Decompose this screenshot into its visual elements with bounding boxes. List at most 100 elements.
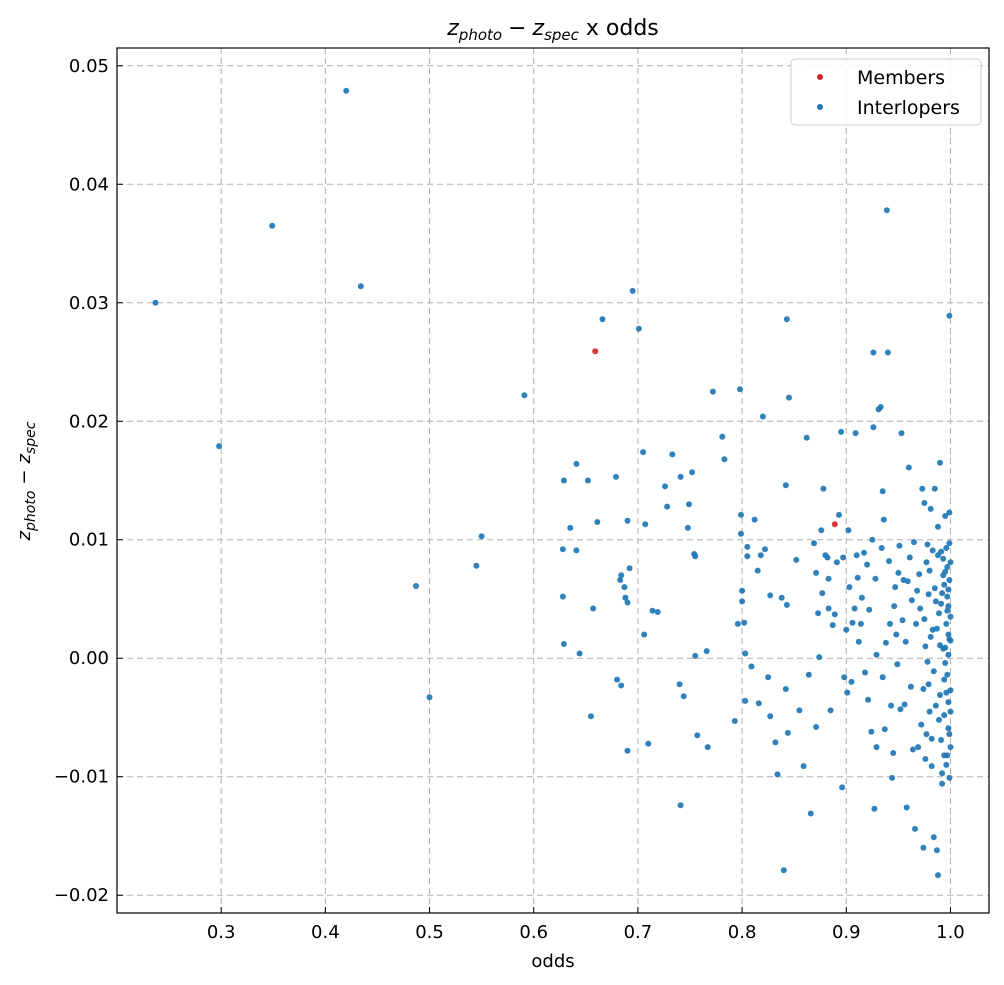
data-point-interlopers <box>936 610 942 617</box>
data-point-interlopers <box>896 542 903 549</box>
data-point-interlopers <box>857 620 864 627</box>
data-point-interlopers <box>869 536 876 543</box>
data-point-interlopers <box>767 713 774 720</box>
data-point-interlopers <box>946 577 953 583</box>
data-point-interlopers <box>357 283 364 290</box>
data-point-interlopers <box>521 392 528 399</box>
data-point-interlopers <box>936 716 942 723</box>
data-point-interlopers <box>871 805 878 812</box>
y-tick-label: −0.01 <box>54 767 109 788</box>
x-tick-label: 0.4 <box>311 922 340 943</box>
data-point-interlopers <box>783 601 790 608</box>
legend-label-interlopers: Interlopers <box>857 97 960 119</box>
data-point-interlopers <box>818 527 825 534</box>
data-point-interlopers <box>820 485 827 492</box>
data-point-interlopers <box>782 482 789 489</box>
data-point-interlopers <box>686 501 692 508</box>
data-point-interlopers <box>946 731 953 738</box>
data-point-interlopers <box>855 638 862 645</box>
data-point-interlopers <box>635 325 642 332</box>
axis-ticks: 0.3 0.4 0.5 0.6 0.7 0.8 0.9 1.0 −0.02 −0.01 0.00 0.… <box>54 56 965 943</box>
data-point-interlopers <box>924 658 931 665</box>
data-point-interlopers <box>641 631 648 638</box>
data-point-interlopers <box>927 505 934 512</box>
data-point-interlopers <box>780 867 787 874</box>
data-point-interlopers <box>872 575 879 582</box>
data-point-interlopers <box>939 780 946 787</box>
data-point-interlopers <box>742 650 749 657</box>
data-point-interlopers <box>617 577 624 583</box>
data-point-interlopers <box>793 556 800 563</box>
data-point-interlopers <box>891 603 898 610</box>
data-point-interlopers <box>890 750 897 756</box>
x-tick-label: 0.5 <box>415 922 444 943</box>
data-point-interlopers <box>947 744 954 751</box>
data-point-interlopers <box>739 587 746 594</box>
data-point-interlopers <box>848 678 855 685</box>
data-point-interlopers <box>426 694 433 701</box>
y-axis-label: zphoto−zspec <box>14 421 39 541</box>
data-point-interlopers <box>920 844 927 851</box>
x-axis-label: odds <box>531 951 574 972</box>
legend: Members Interlopers <box>790 58 982 126</box>
data-point-interlopers <box>883 207 890 214</box>
data-point-interlopers <box>829 622 836 629</box>
data-point-interlopers <box>925 681 932 688</box>
data-point-interlopers <box>907 683 914 690</box>
x-tick-label: 0.7 <box>624 922 653 943</box>
data-point-interlopers <box>933 847 940 854</box>
data-point-interlopers <box>943 761 950 768</box>
data-point-interlopers <box>939 770 946 777</box>
legend-marker-members <box>817 74 823 80</box>
data-point-interlopers <box>774 771 781 778</box>
data-point-interlopers <box>893 631 900 638</box>
data-point-interlopers <box>767 592 774 599</box>
data-point-interlopers <box>849 619 856 626</box>
data-point-interlopers <box>831 611 838 618</box>
y-tick-label: 0.05 <box>69 56 109 77</box>
data-point-interlopers <box>677 473 684 480</box>
data-point-interlopers <box>614 676 621 683</box>
data-point-interlopers <box>738 511 744 518</box>
data-point-interlopers <box>573 547 580 554</box>
data-point-interlopers <box>576 650 583 657</box>
x-tick-label: 0.3 <box>207 922 236 943</box>
data-point-interlopers <box>833 559 840 566</box>
data-point-interlopers <box>941 581 948 588</box>
data-point-interlopers <box>692 652 699 659</box>
data-point-interlopers <box>811 540 817 547</box>
data-point-interlopers <box>919 485 926 492</box>
data-point-interlopers <box>925 591 932 598</box>
data-point-interlopers <box>478 533 485 540</box>
data-point-interlopers <box>803 434 810 441</box>
data-point-interlopers <box>841 674 848 681</box>
data-point-interlopers <box>473 562 480 569</box>
data-point-interlopers <box>588 713 594 720</box>
data-point-interlopers <box>567 524 574 531</box>
data-point-interlopers <box>786 394 792 401</box>
data-point-interlopers <box>918 721 925 728</box>
data-point-interlopers <box>944 564 951 570</box>
data-point-interlopers <box>946 540 953 547</box>
data-point-interlopers <box>694 732 701 739</box>
data-point-interlopers <box>689 469 696 476</box>
data-point-interlopers <box>882 639 889 646</box>
data-point-interlopers <box>594 519 601 525</box>
data-point-interlopers <box>738 530 744 537</box>
data-point-interlopers <box>931 585 938 592</box>
data-point-interlopers <box>757 552 764 559</box>
data-point-interlopers <box>947 613 954 620</box>
data-point-interlopers <box>825 605 832 612</box>
data-point-interlopers <box>813 724 820 730</box>
legend-box <box>790 58 982 126</box>
data-point-interlopers <box>943 689 950 696</box>
data-point-interlopers <box>926 567 933 574</box>
data-point-interlopers <box>931 485 938 492</box>
data-point-interlopers <box>737 386 743 393</box>
data-point-interlopers <box>703 648 710 655</box>
chart-title: zphoto − zspec x odds <box>446 16 659 44</box>
data-point-interlopers <box>742 697 749 704</box>
data-point-interlopers <box>944 593 951 600</box>
data-point-interlopers <box>937 642 943 649</box>
